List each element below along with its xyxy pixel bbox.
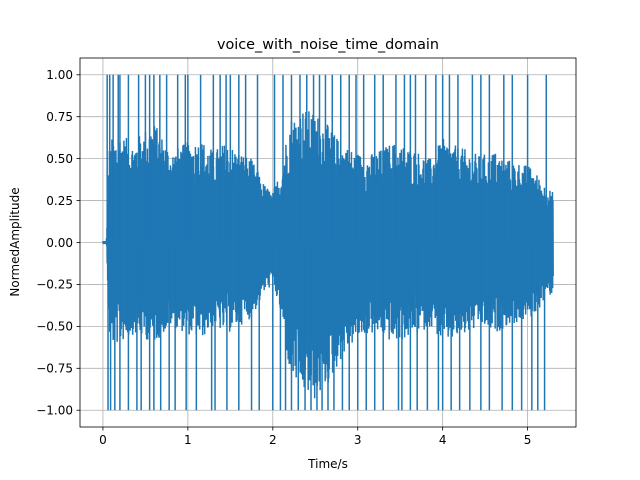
y-tick-label: −0.50 [36, 320, 73, 334]
chart-title: voice_with_noise_time_domain [217, 37, 439, 53]
x-axis-ticks: 0 1 2 3 4 5 [99, 427, 531, 447]
x-axis-title: Time/s [307, 457, 348, 471]
plot-area [102, 74, 554, 411]
y-tick-label: −0.75 [36, 362, 73, 376]
x-tick-label: 3 [354, 433, 362, 447]
y-tick-label: 0.25 [46, 194, 73, 208]
y-tick-label: −1.00 [36, 404, 73, 418]
y-tick-label: 0.00 [46, 236, 73, 250]
x-tick-label: 0 [99, 433, 107, 447]
x-tick-label: 4 [439, 433, 447, 447]
x-tick-label: 2 [269, 433, 277, 447]
y-tick-label: −0.25 [36, 278, 73, 292]
waveform-body [102, 111, 554, 399]
y-tick-label: 0.50 [46, 152, 73, 166]
x-tick-label: 1 [184, 433, 192, 447]
x-tick-label: 5 [524, 433, 532, 447]
y-axis-ticks: −1.00 −0.75 −0.50 −0.25 0.00 0.25 0.50 0.75 1.00 [36, 68, 80, 418]
y-tick-label: 1.00 [46, 68, 73, 82]
y-axis-title: NormedAmplitude [8, 187, 22, 296]
y-tick-label: 0.75 [46, 110, 73, 124]
